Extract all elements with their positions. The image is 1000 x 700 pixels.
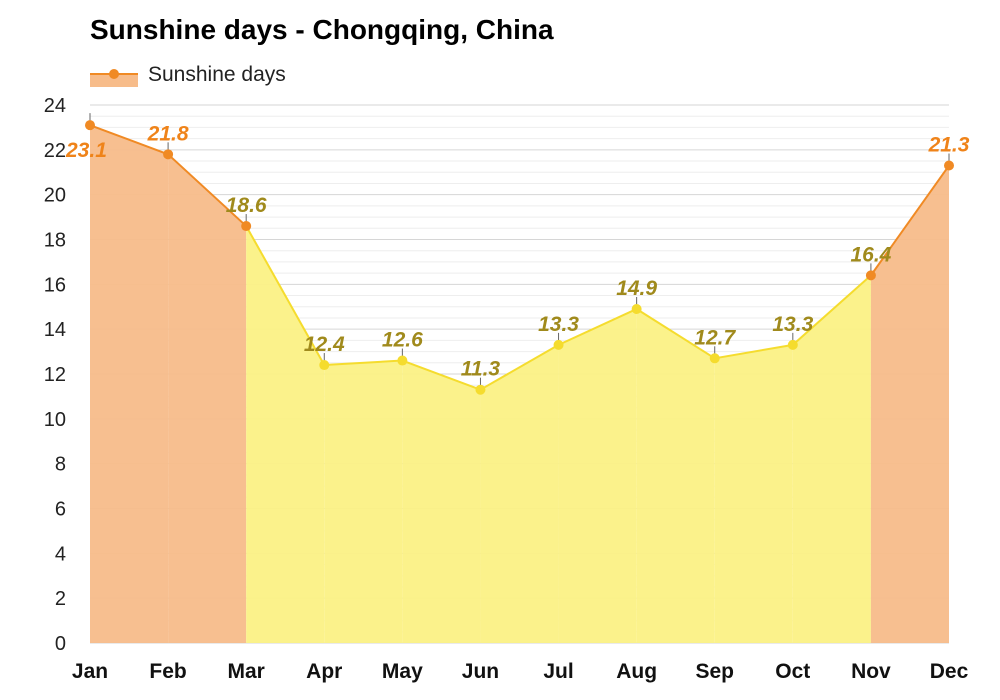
y-tick-label: 24 <box>44 95 66 117</box>
x-tick-label: Feb <box>149 660 186 683</box>
x-tick-label: Sep <box>695 660 734 683</box>
data-label: 12.7 <box>694 326 736 349</box>
y-tick-label: 20 <box>44 185 66 207</box>
x-tick-label: Dec <box>930 660 969 683</box>
series-line-segment <box>558 308 638 346</box>
legend-label: Sunshine days <box>148 63 286 86</box>
x-tick-label: Mar <box>228 660 265 683</box>
data-label: 12.6 <box>382 329 423 352</box>
data-label: 21.8 <box>147 122 189 145</box>
series-line-segment <box>167 153 247 227</box>
area-segment <box>792 275 871 643</box>
area-segment <box>714 344 793 643</box>
y-tick-label: 18 <box>44 230 66 252</box>
x-tick-label: May <box>382 660 423 683</box>
x-tick-label: Jan <box>72 660 108 683</box>
y-tick-label: 8 <box>55 454 66 476</box>
y-tick-label: 12 <box>44 364 66 386</box>
series-line-segment <box>245 225 326 366</box>
legend-swatch-icon <box>90 63 138 87</box>
x-tick-label: Nov <box>851 660 891 683</box>
x-tick-label: Aug <box>616 660 657 683</box>
data-point <box>397 355 408 366</box>
area-segment <box>870 165 949 643</box>
data-label: 16.4 <box>850 243 891 266</box>
series-line-segment <box>714 343 793 360</box>
series-line-segment <box>324 359 403 367</box>
area-segment <box>636 308 715 643</box>
x-axis-ticks: Jan Feb Mar Apr May Jun Jul Aug Sep Oct Nov Dec <box>72 660 969 683</box>
data-point <box>787 339 798 350</box>
y-tick-label: 2 <box>55 588 66 610</box>
data-points <box>85 113 954 395</box>
data-label: 13.3 <box>538 313 579 336</box>
series-line-segment <box>402 359 481 391</box>
y-tick-label: 14 <box>44 319 66 341</box>
y-tick-label: 0 <box>55 633 66 655</box>
x-tick-label: Apr <box>306 660 342 683</box>
y-tick-label: 16 <box>44 274 66 296</box>
data-label: 21.3 <box>928 134 970 157</box>
series-line-segment <box>89 124 169 156</box>
data-point <box>163 149 174 160</box>
series-line-segment <box>870 164 950 276</box>
data-point <box>241 221 252 232</box>
area-segment <box>402 360 481 643</box>
area-segment <box>558 308 637 643</box>
data-point <box>709 353 720 364</box>
y-tick-label: 6 <box>55 499 66 521</box>
area-segment <box>168 154 247 644</box>
data-label: 12.4 <box>304 333 345 356</box>
data-point <box>865 270 876 281</box>
series-line-segment <box>636 308 716 360</box>
area-segment <box>480 344 559 643</box>
data-label: 23.1 <box>65 139 107 162</box>
area-segment <box>90 125 169 644</box>
data-label: 13.3 <box>772 313 813 336</box>
data-point <box>319 360 330 371</box>
data-label: 18.6 <box>226 194 267 217</box>
data-point <box>944 160 954 171</box>
x-tick-label: Jun <box>462 660 499 683</box>
x-tick-label: Jul <box>543 660 573 683</box>
legend[interactable]: Sunshine days <box>90 62 286 88</box>
data-label: 14.9 <box>616 277 657 300</box>
y-tick-label: 22 <box>44 140 66 162</box>
data-point <box>553 339 564 350</box>
x-tick-label: Oct <box>775 660 810 683</box>
data-label: 11.3 <box>461 358 501 381</box>
y-tick-label: 4 <box>55 543 66 565</box>
data-point <box>475 384 486 395</box>
area-segment <box>324 360 403 643</box>
data-labels: 23.1 21.8 18.6 12.4 12.6 11.3 13.3 14.9 12.7 13.3… <box>65 122 970 380</box>
series-line-segment <box>479 343 560 391</box>
data-point <box>85 120 95 131</box>
series-line-segment <box>792 274 872 346</box>
data-point <box>631 303 642 314</box>
series-line <box>89 124 950 391</box>
area-fill <box>90 125 949 644</box>
y-tick-label: 10 <box>44 409 66 431</box>
chart-title: Sunshine days - Chongqing, China <box>90 14 554 45</box>
